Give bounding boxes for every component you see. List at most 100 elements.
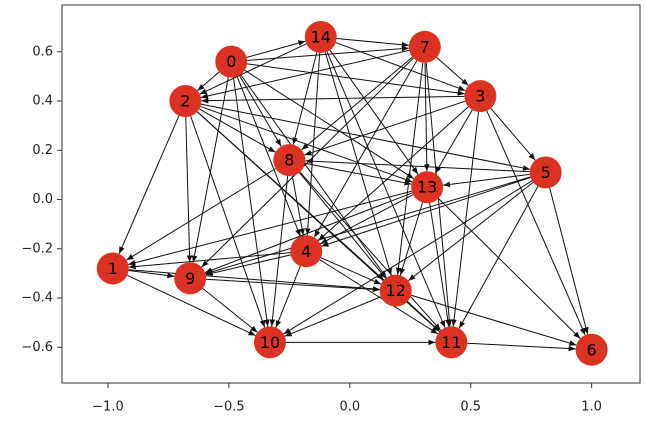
node bbox=[290, 235, 323, 268]
edge bbox=[128, 269, 380, 292]
edge bbox=[269, 175, 289, 327]
y-tick-label: 0.6 bbox=[32, 44, 53, 59]
edge bbox=[305, 52, 321, 236]
node bbox=[174, 262, 207, 295]
edge bbox=[320, 194, 414, 245]
node-label: 6 bbox=[587, 340, 597, 359]
x-tick-label: 1.0 bbox=[581, 400, 602, 415]
edge bbox=[200, 105, 413, 183]
edge bbox=[451, 111, 480, 327]
edge bbox=[247, 63, 465, 96]
edge bbox=[126, 168, 276, 261]
y-tick-label: 0.4 bbox=[32, 94, 53, 109]
node-label: 11 bbox=[441, 333, 461, 352]
edge bbox=[205, 254, 291, 276]
node-label: 0 bbox=[226, 52, 236, 71]
edge bbox=[128, 270, 175, 279]
edge bbox=[128, 252, 291, 270]
node bbox=[435, 326, 468, 359]
edge bbox=[118, 115, 180, 255]
edge bbox=[490, 107, 536, 161]
edge bbox=[320, 257, 382, 285]
edge bbox=[486, 110, 586, 336]
edge bbox=[434, 109, 473, 174]
edge bbox=[283, 180, 533, 335]
edge bbox=[438, 198, 581, 339]
edge bbox=[407, 301, 440, 332]
y-tick-label: −0.2 bbox=[21, 241, 53, 256]
node bbox=[215, 45, 248, 78]
edge bbox=[185, 117, 193, 263]
x-tick-label: 0.5 bbox=[460, 400, 481, 415]
edge bbox=[304, 162, 412, 186]
node-label: 14 bbox=[311, 28, 331, 47]
edge bbox=[304, 100, 466, 156]
edge bbox=[336, 38, 409, 48]
edge bbox=[197, 71, 220, 92]
node-label: 5 bbox=[541, 163, 551, 182]
edge bbox=[199, 108, 276, 153]
node bbox=[96, 252, 129, 285]
node bbox=[408, 30, 441, 63]
edge bbox=[204, 192, 413, 274]
x-tick-label: −1.0 bbox=[92, 400, 124, 415]
edge bbox=[205, 176, 531, 275]
node-label: 2 bbox=[180, 92, 190, 111]
node bbox=[379, 274, 412, 307]
edge bbox=[275, 265, 301, 328]
edge bbox=[467, 342, 576, 352]
edge bbox=[395, 62, 424, 275]
edge bbox=[201, 95, 465, 104]
edge bbox=[284, 296, 382, 337]
y-tick-label: 0.2 bbox=[32, 143, 53, 158]
node bbox=[575, 333, 608, 366]
node-label: 10 bbox=[260, 333, 280, 352]
edge bbox=[291, 175, 305, 236]
node-label: 9 bbox=[185, 269, 195, 288]
edge bbox=[202, 287, 258, 333]
y-tick-label: −0.4 bbox=[21, 291, 53, 306]
edge bbox=[549, 187, 589, 335]
node-label: 8 bbox=[284, 151, 294, 170]
y-tick-label: 0.0 bbox=[32, 192, 53, 207]
edge bbox=[301, 56, 413, 151]
node bbox=[411, 171, 444, 204]
node-label: 13 bbox=[417, 178, 437, 197]
node bbox=[304, 21, 337, 54]
node bbox=[529, 156, 562, 189]
node bbox=[169, 85, 202, 118]
plot-frame bbox=[61, 4, 641, 384]
edge bbox=[399, 202, 424, 276]
edge bbox=[326, 51, 446, 328]
y-tick-label: −0.6 bbox=[21, 340, 53, 355]
edge bbox=[299, 171, 442, 331]
edge bbox=[410, 294, 577, 346]
edge bbox=[232, 77, 270, 327]
edge bbox=[317, 106, 469, 241]
edge bbox=[423, 62, 430, 172]
edge bbox=[127, 274, 256, 337]
edge bbox=[128, 190, 412, 266]
x-tick-label: 0.0 bbox=[339, 400, 360, 415]
edge bbox=[436, 57, 469, 86]
edge bbox=[200, 103, 531, 171]
edge bbox=[246, 40, 306, 58]
node-label: 12 bbox=[386, 281, 406, 300]
edge bbox=[329, 49, 419, 175]
edge bbox=[305, 158, 530, 173]
node bbox=[464, 80, 497, 113]
edge bbox=[299, 172, 387, 279]
edge bbox=[190, 115, 266, 328]
edge bbox=[442, 173, 530, 188]
node bbox=[273, 144, 306, 177]
edge bbox=[236, 76, 301, 237]
edge bbox=[429, 202, 451, 327]
node-label: 1 bbox=[108, 259, 118, 278]
node-label: 4 bbox=[301, 242, 311, 261]
edge bbox=[240, 74, 387, 278]
node-label: 3 bbox=[475, 87, 485, 106]
edge bbox=[206, 278, 380, 293]
edge bbox=[244, 69, 414, 180]
